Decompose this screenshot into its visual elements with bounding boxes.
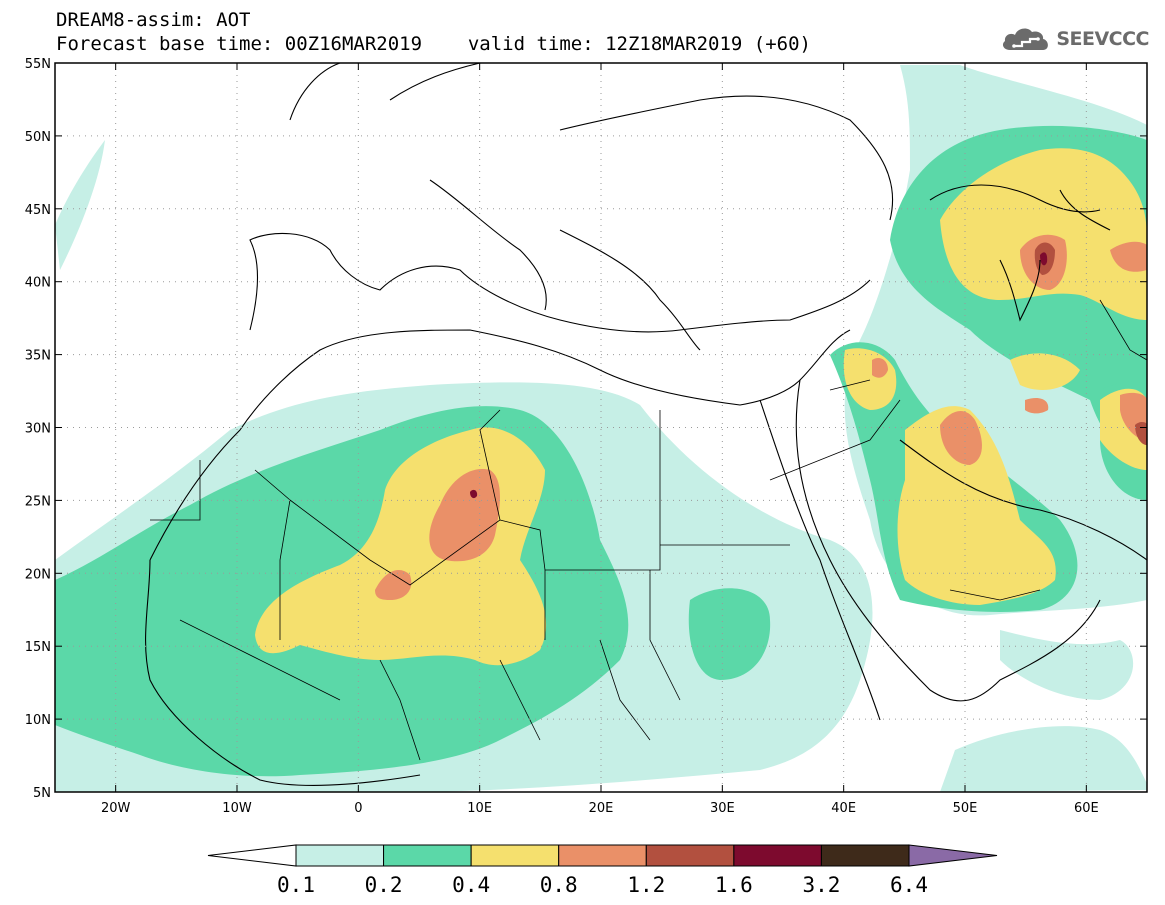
aot-field [55,65,1147,792]
colorbar-label: 0.4 [452,873,490,897]
lat-tick-label: 20N [25,567,51,582]
lon-tick-label: 0 [354,801,362,816]
coastlines [145,63,1147,787]
colorbar-label: 1.2 [627,873,665,897]
grid-lines [55,63,1147,792]
colorbar-segment [470,844,560,867]
lon-tick-label: 60E [1074,801,1099,816]
lon-axis: 20W 10W 0 10E 20E 30E 40E 50E 60E [101,63,1099,816]
lat-tick-label: 30N [25,422,51,437]
lat-tick-label: 55N [25,57,51,72]
lon-tick-label: 20E [589,801,614,816]
lat-tick-label: 25N [25,494,51,509]
logo-text: SEEVCCC [1056,28,1149,50]
lat-tick-label: 10N [25,713,51,728]
lat-tick-label: 35N [25,349,51,364]
map-title: DREAM8-assim: AOT [56,9,251,31]
colorbar-segment [645,844,735,867]
lon-tick-label: 50E [953,801,978,816]
cloud-icon [1003,28,1049,50]
colorbar-label: 3.2 [802,873,840,897]
colorbar-segment [733,844,822,867]
lat-tick-label: 50N [25,130,51,145]
colorbar-label: 0.1 [277,873,315,897]
country-borders [150,299,1147,761]
colorbar-segment [383,844,472,867]
time-info: Forecast base time: 00Z16MAR2019 valid t… [56,34,811,54]
aot-band-1.6 [470,252,1048,499]
colorbar-max-arrow [908,844,998,867]
lon-tick-label: 10E [467,801,492,816]
colorbar-segment [295,844,385,867]
valid-time-label: valid time: 12Z18MAR2019 (+60) [467,33,811,55]
colorbar-segment [820,844,910,867]
lat-axis: 5N 10N 15N 20N 25N 30N 35N 40N 45N 50N 55N [25,57,1147,801]
colorbar-label: 6.4 [890,873,928,897]
colorbar-segment [558,844,647,867]
colorbar-min-arrow [207,844,297,867]
colorbar-label: 0.2 [365,873,403,897]
lon-tick-label: 20W [101,801,131,816]
lat-tick-label: 15N [25,640,51,655]
colorbar: 0.1 0.2 0.4 0.8 1.2 1.6 3.2 6.4 [207,844,998,897]
lon-tick-label: 30E [710,801,735,816]
lat-tick-label: 5N [33,786,51,801]
lat-tick-label: 45N [25,203,51,218]
lon-tick-label: 40E [831,801,856,816]
lat-tick-label: 40N [25,276,51,291]
lon-tick-label: 10W [222,801,252,816]
base-time-label: Forecast base time: 00Z16MAR2019 [56,33,423,55]
colorbar-label: 1.6 [715,873,753,897]
colorbar-label: 0.8 [540,873,578,897]
seevccc-logo: SEEVCCC [1000,24,1149,54]
